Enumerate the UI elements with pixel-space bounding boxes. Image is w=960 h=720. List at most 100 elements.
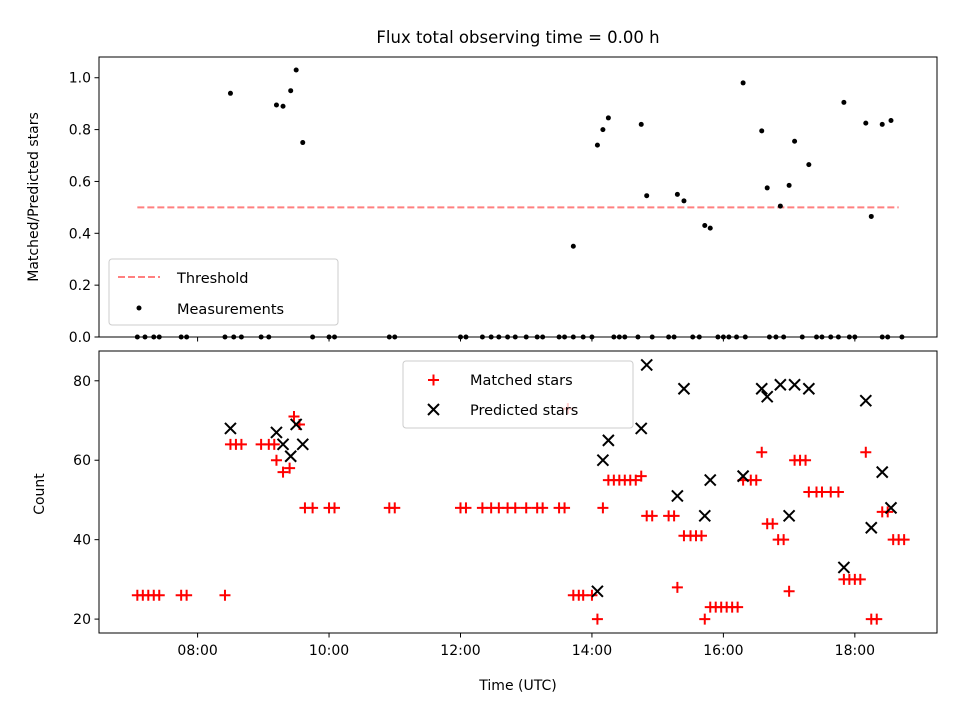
matched-star-point: [756, 446, 768, 458]
predicted-star-point: [788, 378, 801, 391]
matched-star-point: [635, 470, 647, 482]
matched-star-point: [219, 589, 231, 601]
predicted-star-point: [677, 382, 691, 395]
bottom-y-tick-label: 60: [73, 453, 91, 469]
measurement-point: [227, 90, 233, 96]
measurement-point: [792, 138, 798, 144]
measurement-point: [879, 121, 885, 127]
measurement-point: [806, 162, 812, 168]
measurement-point: [600, 127, 606, 133]
matched-star-point: [329, 502, 341, 514]
matched-star-point: [586, 589, 598, 601]
top-y-tick-label: 1.0: [69, 71, 91, 87]
predicted-star-point: [640, 358, 653, 372]
matched-star-point: [270, 454, 282, 466]
measurement-point: [707, 225, 713, 231]
top-axes-frame: [98, 56, 938, 338]
matched-star-point: [699, 613, 711, 625]
measurement-point: [300, 140, 306, 146]
measurement-point: [759, 128, 765, 134]
matched-star-point: [235, 438, 247, 450]
predicted-star-point: [837, 561, 851, 574]
matched-star-point: [871, 613, 883, 625]
legend-predicted-swatch: [427, 403, 440, 416]
bottom-axes-frame: [98, 350, 938, 634]
matched-star-point: [860, 446, 872, 458]
matched-star-point: [778, 534, 790, 546]
matched-star-point: [537, 502, 549, 514]
matched-star-point: [732, 601, 744, 613]
predicted-star-point: [859, 394, 873, 407]
predicted-star-point: [736, 469, 750, 483]
matched-star-point: [520, 502, 532, 514]
measurement-point: [777, 203, 783, 209]
bottom-x-tick-label: 16:00: [703, 643, 743, 659]
legend-matched-swatch: [428, 374, 439, 386]
predicted-star-point: [876, 465, 889, 479]
measurement-point: [288, 88, 294, 94]
matched-star-point: [591, 613, 603, 625]
measurement-point: [841, 99, 847, 105]
measurement-point: [594, 142, 600, 148]
measurement-point: [888, 118, 894, 124]
measurement-point: [681, 198, 687, 204]
measurement-point: [280, 103, 286, 109]
legend-measurements-swatch: [136, 305, 142, 311]
measurement-point: [273, 102, 279, 108]
matched-star-point: [668, 510, 680, 522]
matched-star-point: [307, 502, 319, 514]
bottom-x-tick-label: 12:00: [440, 643, 480, 659]
top-legend: Threshold Measurements: [108, 258, 339, 326]
bottom-x-tick-label: 10:00: [309, 643, 349, 659]
matched-star-point: [854, 573, 866, 585]
measurement-point: [644, 193, 650, 199]
measurement-point: [605, 115, 611, 121]
matched-star-point: [277, 466, 289, 478]
predicted-star-point: [704, 473, 717, 487]
matched-star-point: [646, 510, 658, 522]
predicted-star-point: [591, 585, 604, 598]
predicted-star-point: [284, 450, 297, 463]
top-y-tick-label: 0.8: [69, 123, 91, 139]
matched-star-point: [288, 411, 300, 423]
bottom-x-axis: 08:00 10:00 12:00 14:00 16:00 18:00: [177, 633, 875, 659]
matched-star-point: [695, 530, 707, 542]
top-y-tick-label: 0.2: [69, 278, 91, 294]
predicted-star-point: [270, 426, 283, 439]
legend-threshold-label: Threshold: [176, 271, 248, 287]
predicted-star-point: [755, 382, 768, 395]
matched-star-point: [460, 502, 472, 514]
bottom-x-axis-label: Time (UTC): [478, 678, 556, 694]
matched-star-point: [268, 438, 280, 450]
matched-star-point: [509, 502, 521, 514]
top-legend-frame: [108, 258, 339, 326]
measurement-point: [570, 243, 576, 249]
measurement-point: [764, 185, 770, 191]
top-y-axis-label: Matched/Predicted stars: [26, 112, 42, 282]
matched-star-point: [750, 474, 762, 486]
predicted-star-point: [635, 422, 648, 435]
predicted-star-point: [802, 382, 816, 395]
matched-star-point: [389, 502, 401, 514]
top-panel: Flux total observing time = 0.00 h 0.00.…: [26, 28, 938, 346]
legend-predicted-label: Predicted stars: [470, 403, 578, 419]
top-y-tick-label: 0.6: [69, 174, 91, 190]
legend-matched-label: Matched stars: [470, 373, 573, 389]
measurement-point: [786, 182, 792, 188]
bottom-y-axis: 20 40 60 80: [73, 374, 99, 628]
bottom-y-tick-label: 20: [73, 612, 91, 628]
measurement-point: [293, 67, 299, 73]
predicted-star-point: [602, 434, 615, 447]
bottom-plot-area: [131, 358, 910, 625]
measurement-point: [702, 223, 708, 229]
predicted-star-point: [761, 390, 774, 403]
predicted-star-point: [596, 454, 610, 467]
matched-star-point: [767, 518, 779, 530]
bottom-y-tick-label: 80: [73, 374, 91, 390]
predicted-star-point: [884, 501, 898, 515]
bottom-legend: Matched stars Predicted stars: [402, 360, 634, 429]
measurement-point: [674, 191, 680, 197]
